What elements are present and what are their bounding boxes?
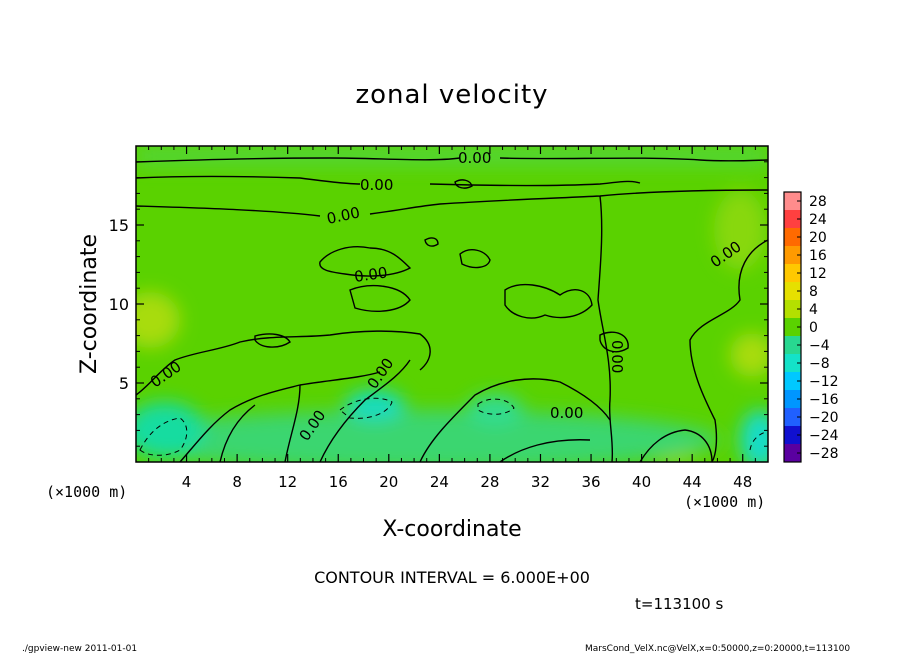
y-tick-label: 15: [109, 216, 129, 235]
colorbar-segment: [784, 336, 801, 354]
colorbar-label: 12: [809, 266, 827, 282]
cool-patch-bottom-left: [136, 402, 205, 458]
contour-line: [319, 359, 411, 462]
x-unit-label: (×1000 m): [684, 493, 765, 511]
y-axis-title: Z-coordinate: [77, 234, 102, 374]
warm-patch-left: [136, 292, 180, 348]
colorbar-label: −4: [809, 338, 830, 354]
x-tick-label: 28: [480, 473, 499, 491]
y-axis: 5 10 15: [109, 161, 768, 447]
colorbar-label: 16: [809, 248, 827, 264]
contour-line: [136, 175, 641, 187]
colorbar-segment: [784, 354, 801, 372]
colorbar-segment: [784, 264, 801, 282]
colorbar-label: −20: [809, 410, 839, 426]
contour-line: [419, 378, 611, 462]
contour-line: [136, 157, 768, 163]
colorbar-label: 8: [809, 284, 818, 300]
y-tick-label: 10: [109, 295, 129, 314]
top-band: [136, 146, 768, 166]
x-tick-label: 24: [430, 473, 449, 491]
contour-line: [136, 330, 431, 396]
warm-patch-right: [730, 333, 768, 377]
y-tick-label: 5: [119, 374, 129, 393]
colorbar-segment: [784, 210, 801, 228]
time-text: t=113100 s: [635, 595, 723, 613]
contour-line-dashed: [749, 431, 768, 451]
contour-line-dashed: [339, 397, 393, 419]
colorbar: 28 24 20 16 12 8 4 0 −4 −8 −12 −16 −20 −24 −28: [783, 191, 839, 463]
cool-patch-mid: [467, 394, 523, 426]
contours-negative: [139, 397, 768, 456]
contour-line: [424, 237, 439, 247]
footer-right: MarsCond_VelX.nc@VelX,x=0:50000,z=0:2000…: [585, 644, 850, 654]
colorbar-segment: [784, 390, 801, 408]
cool-band-bottom: [136, 410, 720, 462]
contour-label: 0.00: [458, 149, 491, 167]
colorbar-label: 28: [809, 194, 827, 210]
contour-line: [689, 239, 768, 462]
cool-patch-bottom-right: [740, 410, 768, 462]
contour-line: [454, 179, 473, 189]
colorbar-label: 24: [809, 212, 827, 228]
contour-line-dashed: [139, 417, 188, 456]
contour-line: [219, 384, 301, 462]
contours: [136, 157, 768, 462]
x-tick-label: 44: [683, 473, 702, 491]
colorbar-segment: [784, 228, 801, 246]
x-tick-label: 40: [632, 473, 651, 491]
footer-left: ./gpview-new 2011-01-01: [22, 644, 137, 654]
x-tick-label: 12: [278, 473, 297, 491]
contour-label: 0.00: [360, 176, 393, 194]
colorbar-label: −24: [809, 428, 839, 444]
contour-line: [499, 439, 591, 462]
colorbar-segment: [784, 282, 801, 300]
contour-line: [136, 189, 768, 217]
colorbar-segment: [784, 246, 801, 264]
contour-line: [254, 333, 291, 348]
x-tick-label: 8: [232, 473, 242, 491]
contour-label: 0.00: [608, 340, 626, 373]
colorbar-segment: [784, 444, 801, 462]
contour-label: 0.00: [550, 404, 583, 422]
contour-line: [179, 371, 381, 462]
colorbar-segment: [784, 426, 801, 444]
contour-interval-text: CONTOUR INTERVAL = 6.000E+00: [314, 568, 590, 587]
x-tick-label: 32: [531, 473, 550, 491]
chart-title: zonal velocity: [355, 80, 548, 110]
field-background: [136, 146, 768, 462]
contour-line: [459, 249, 491, 269]
colorbar-label: 20: [809, 230, 827, 246]
colorbar-label: 0: [809, 320, 818, 336]
colorbar-segment: [784, 408, 801, 426]
x-tick-label: 36: [581, 473, 600, 491]
colorbar-segment: [784, 300, 801, 318]
plot-area: [136, 146, 768, 462]
x-tick-label: 4: [182, 473, 192, 491]
x-axis-title: X-coordinate: [382, 517, 521, 542]
colorbar-label: −12: [809, 374, 839, 390]
colorbar-label: −28: [809, 446, 839, 462]
x-tick-label: 20: [379, 473, 398, 491]
x-axis: 4 8 12 16 20 24 28 32 36 40 44 48: [148, 146, 769, 491]
colorbar-segment: [784, 192, 801, 210]
cool-patch-center: [345, 390, 405, 420]
colorbar-label: 4: [809, 302, 818, 318]
x-tick-label: 48: [733, 473, 752, 491]
contour-line: [504, 283, 593, 319]
colorbar-label: −16: [809, 392, 839, 408]
contour-line: [349, 285, 411, 312]
colorbar-segment: [784, 372, 801, 390]
contour-line: [599, 331, 629, 353]
contour-line: [319, 246, 412, 277]
colorbar-segment: [784, 318, 801, 336]
colorbar-label: −8: [809, 356, 830, 372]
contour-line-dashed: [477, 398, 515, 415]
contour-line: [639, 429, 713, 462]
x-tick-label: 16: [329, 473, 348, 491]
contour-label: 0.00: [353, 263, 389, 285]
y-unit-label: (×1000 m): [46, 483, 127, 501]
